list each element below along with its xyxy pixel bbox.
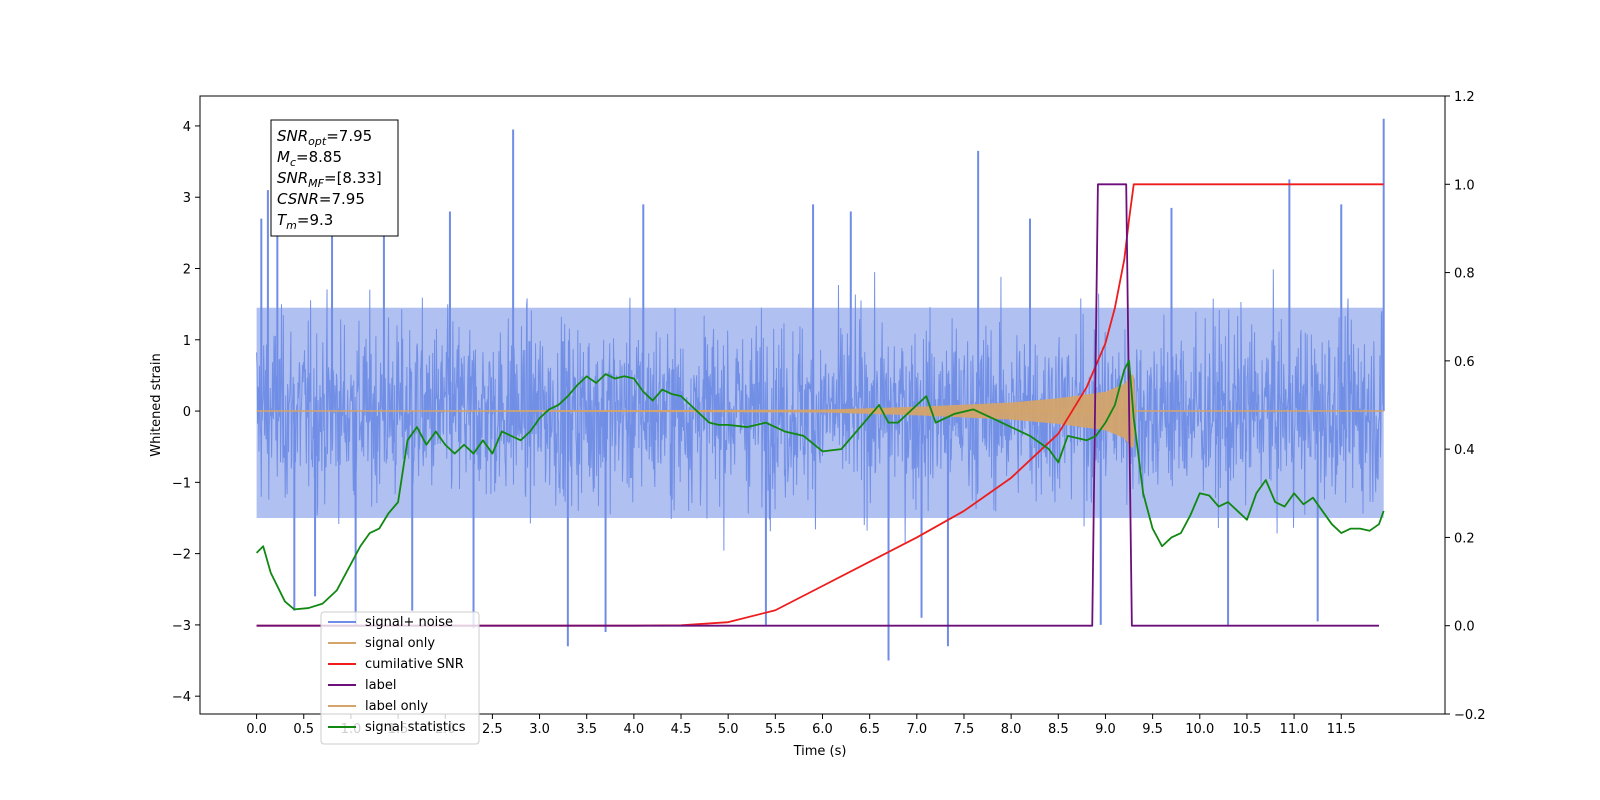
- y-tick-label: 3: [183, 191, 191, 206]
- x-tick-label: 9.0: [1095, 722, 1116, 737]
- y2-tick-label: 0.6: [1454, 355, 1475, 370]
- x-tick-label: 10.5: [1232, 722, 1261, 737]
- series-signal-statistics-line: [255, 359, 1385, 611]
- legend: signal+ noise signal only cumilative SNR la…: [320, 611, 480, 745]
- x-tick-label: 8.0: [1001, 722, 1022, 737]
- legend-entry: signal only: [365, 636, 435, 651]
- plot-area: [255, 118, 1385, 661]
- y2-tick-label: 1.0: [1454, 178, 1475, 193]
- annotation-frame: [270, 119, 399, 237]
- series-cumulative-snr-line: [256, 183, 1384, 627]
- x-tick-label: 5.0: [718, 722, 739, 737]
- x-tick-label: 4.5: [671, 722, 692, 737]
- legend-entry: signal statistics: [365, 720, 466, 735]
- annotation-line: CSNR=7.95: [277, 190, 365, 208]
- x-tick-label: 11.5: [1327, 722, 1356, 737]
- x-tick-label: 5.5: [765, 722, 786, 737]
- x-tick-label: 3.0: [529, 722, 550, 737]
- y2-tick-label: 0.4: [1454, 443, 1475, 458]
- y2-tick-label: 0.2: [1454, 531, 1475, 546]
- x-tick-label: 7.5: [954, 722, 975, 737]
- annotation-line: Tm=9.3: [277, 211, 333, 232]
- y-tick-label: −2: [172, 548, 191, 563]
- series-label-line: [256, 183, 1379, 627]
- x-tick-label: 6.5: [859, 722, 880, 737]
- y2-tick-label: 0.8: [1454, 267, 1475, 282]
- x-tick-label: 0.5: [293, 722, 314, 737]
- y-axis-label: Whitened strain: [149, 353, 164, 456]
- x-tick-label: 3.5: [576, 722, 597, 737]
- x-tick-label: 0.0: [246, 722, 267, 737]
- y-tick-label: 1: [183, 334, 191, 349]
- x-tick-label: 8.5: [1048, 722, 1069, 737]
- x-tick-label: 2.5: [482, 722, 503, 737]
- legend-entry: cumilative SNR: [365, 657, 464, 672]
- x-tick-label: 6.0: [812, 722, 833, 737]
- y2-tick-label: −0.2: [1454, 708, 1486, 723]
- y-tick-label: 2: [183, 262, 191, 277]
- legend-entry: signal+ noise: [365, 615, 453, 630]
- x-tick-label: 11.0: [1280, 722, 1309, 737]
- legend-entry: label: [365, 678, 396, 693]
- y-tick-label: 4: [183, 120, 191, 135]
- legend-entry: label only: [365, 699, 428, 714]
- y-tick-label: 0: [183, 405, 191, 420]
- y-tick-label: −1: [172, 476, 191, 491]
- annotation-line: SNRopt=7.95: [277, 127, 372, 148]
- series-signal-noise-band: [256, 307, 1384, 518]
- y-tick-label: −3: [172, 619, 191, 634]
- x-tick-label: 4.0: [624, 722, 645, 737]
- annotation-line: Mc=8.85: [277, 148, 342, 169]
- x-tick-label: 7.0: [906, 722, 927, 737]
- x-axis-label: Time (s): [793, 744, 847, 759]
- x-tick-label: 10.0: [1185, 722, 1214, 737]
- y2-tick-label: 0.0: [1454, 620, 1475, 635]
- x-tick-label: 9.5: [1142, 722, 1163, 737]
- y-tick-label: −4: [172, 690, 191, 705]
- legend-box: [320, 611, 480, 745]
- annotation-line: SNRMF=[8.33]: [277, 169, 382, 190]
- y2-tick-label: 1.2: [1454, 90, 1475, 105]
